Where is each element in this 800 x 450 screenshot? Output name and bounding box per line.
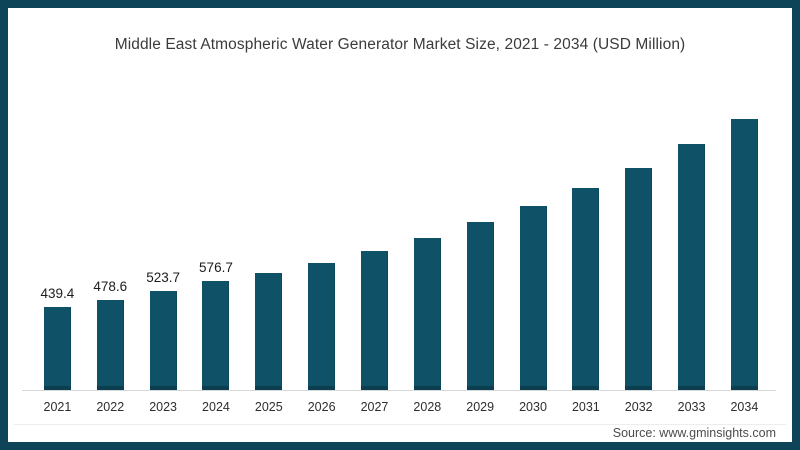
x-axis-label: 2033: [677, 400, 706, 414]
bar-slot: [559, 167, 612, 390]
bar-2021[interactable]: [43, 307, 71, 390]
x-axis-labels: 2021 2022 2023 2024 2025 2026 2027 2028 2029 2030…: [31, 400, 771, 414]
bar-slot: [401, 217, 454, 390]
bar-2023[interactable]: [149, 291, 177, 390]
bar-2031[interactable]: [572, 188, 600, 390]
x-axis-label: 2026: [307, 400, 336, 414]
bar-2030[interactable]: [519, 206, 547, 390]
bar-2026[interactable]: [308, 263, 336, 390]
bar-slot: [718, 98, 771, 390]
plot-area: 439.4 478.6 523.7 576.7: [31, 60, 771, 390]
bar-slot: [665, 123, 718, 390]
x-axis-label: 2034: [730, 400, 759, 414]
bar-2027[interactable]: [360, 251, 388, 390]
x-axis-label: 2021: [43, 400, 72, 414]
bar-slot: [612, 147, 665, 390]
bar-slot: 576.7: [190, 260, 243, 390]
x-axis-line: [22, 389, 776, 391]
x-axis-label: 2027: [360, 400, 389, 414]
bar-value-label: 439.4: [40, 286, 75, 301]
source-attribution: Source: www.gminsights.com: [612, 426, 776, 440]
bar-2024[interactable]: [202, 281, 230, 390]
x-axis-label: 2031: [571, 400, 600, 414]
bar-2032[interactable]: [625, 168, 653, 390]
x-axis-label: 2030: [519, 400, 547, 414]
bar-slot: 523.7: [137, 270, 190, 390]
bar-2028[interactable]: [413, 238, 441, 390]
bar-2029[interactable]: [466, 222, 494, 390]
bar-slot: [295, 242, 348, 390]
x-axis-label: 2023: [149, 400, 178, 414]
footer-divider: [14, 424, 786, 425]
bar-slot: [242, 252, 295, 390]
bar-2034[interactable]: [730, 119, 758, 390]
x-axis-label: 2029: [466, 400, 495, 414]
x-axis-label: 2024: [202, 400, 230, 414]
bar-slot: 478.6: [84, 279, 137, 390]
bar-value-label: 478.6: [93, 279, 128, 294]
x-axis-label: 2028: [413, 400, 442, 414]
bar-slot: 439.4: [31, 286, 84, 390]
bar-value-label: 576.7: [199, 260, 233, 275]
bar-slot: [348, 230, 401, 390]
bar-2025[interactable]: [255, 273, 283, 390]
x-axis-label: 2032: [624, 400, 653, 414]
bar-2022[interactable]: [96, 300, 124, 390]
x-axis-label: 2022: [96, 400, 125, 414]
bar-slot: [454, 201, 507, 390]
x-axis-label: 2025: [254, 400, 283, 414]
bar-2033[interactable]: [678, 144, 706, 390]
bar-value-label: 523.7: [146, 270, 180, 285]
bar-slot: [507, 185, 560, 390]
chart-title: Middle East Atmospheric Water Generator …: [114, 36, 686, 53]
